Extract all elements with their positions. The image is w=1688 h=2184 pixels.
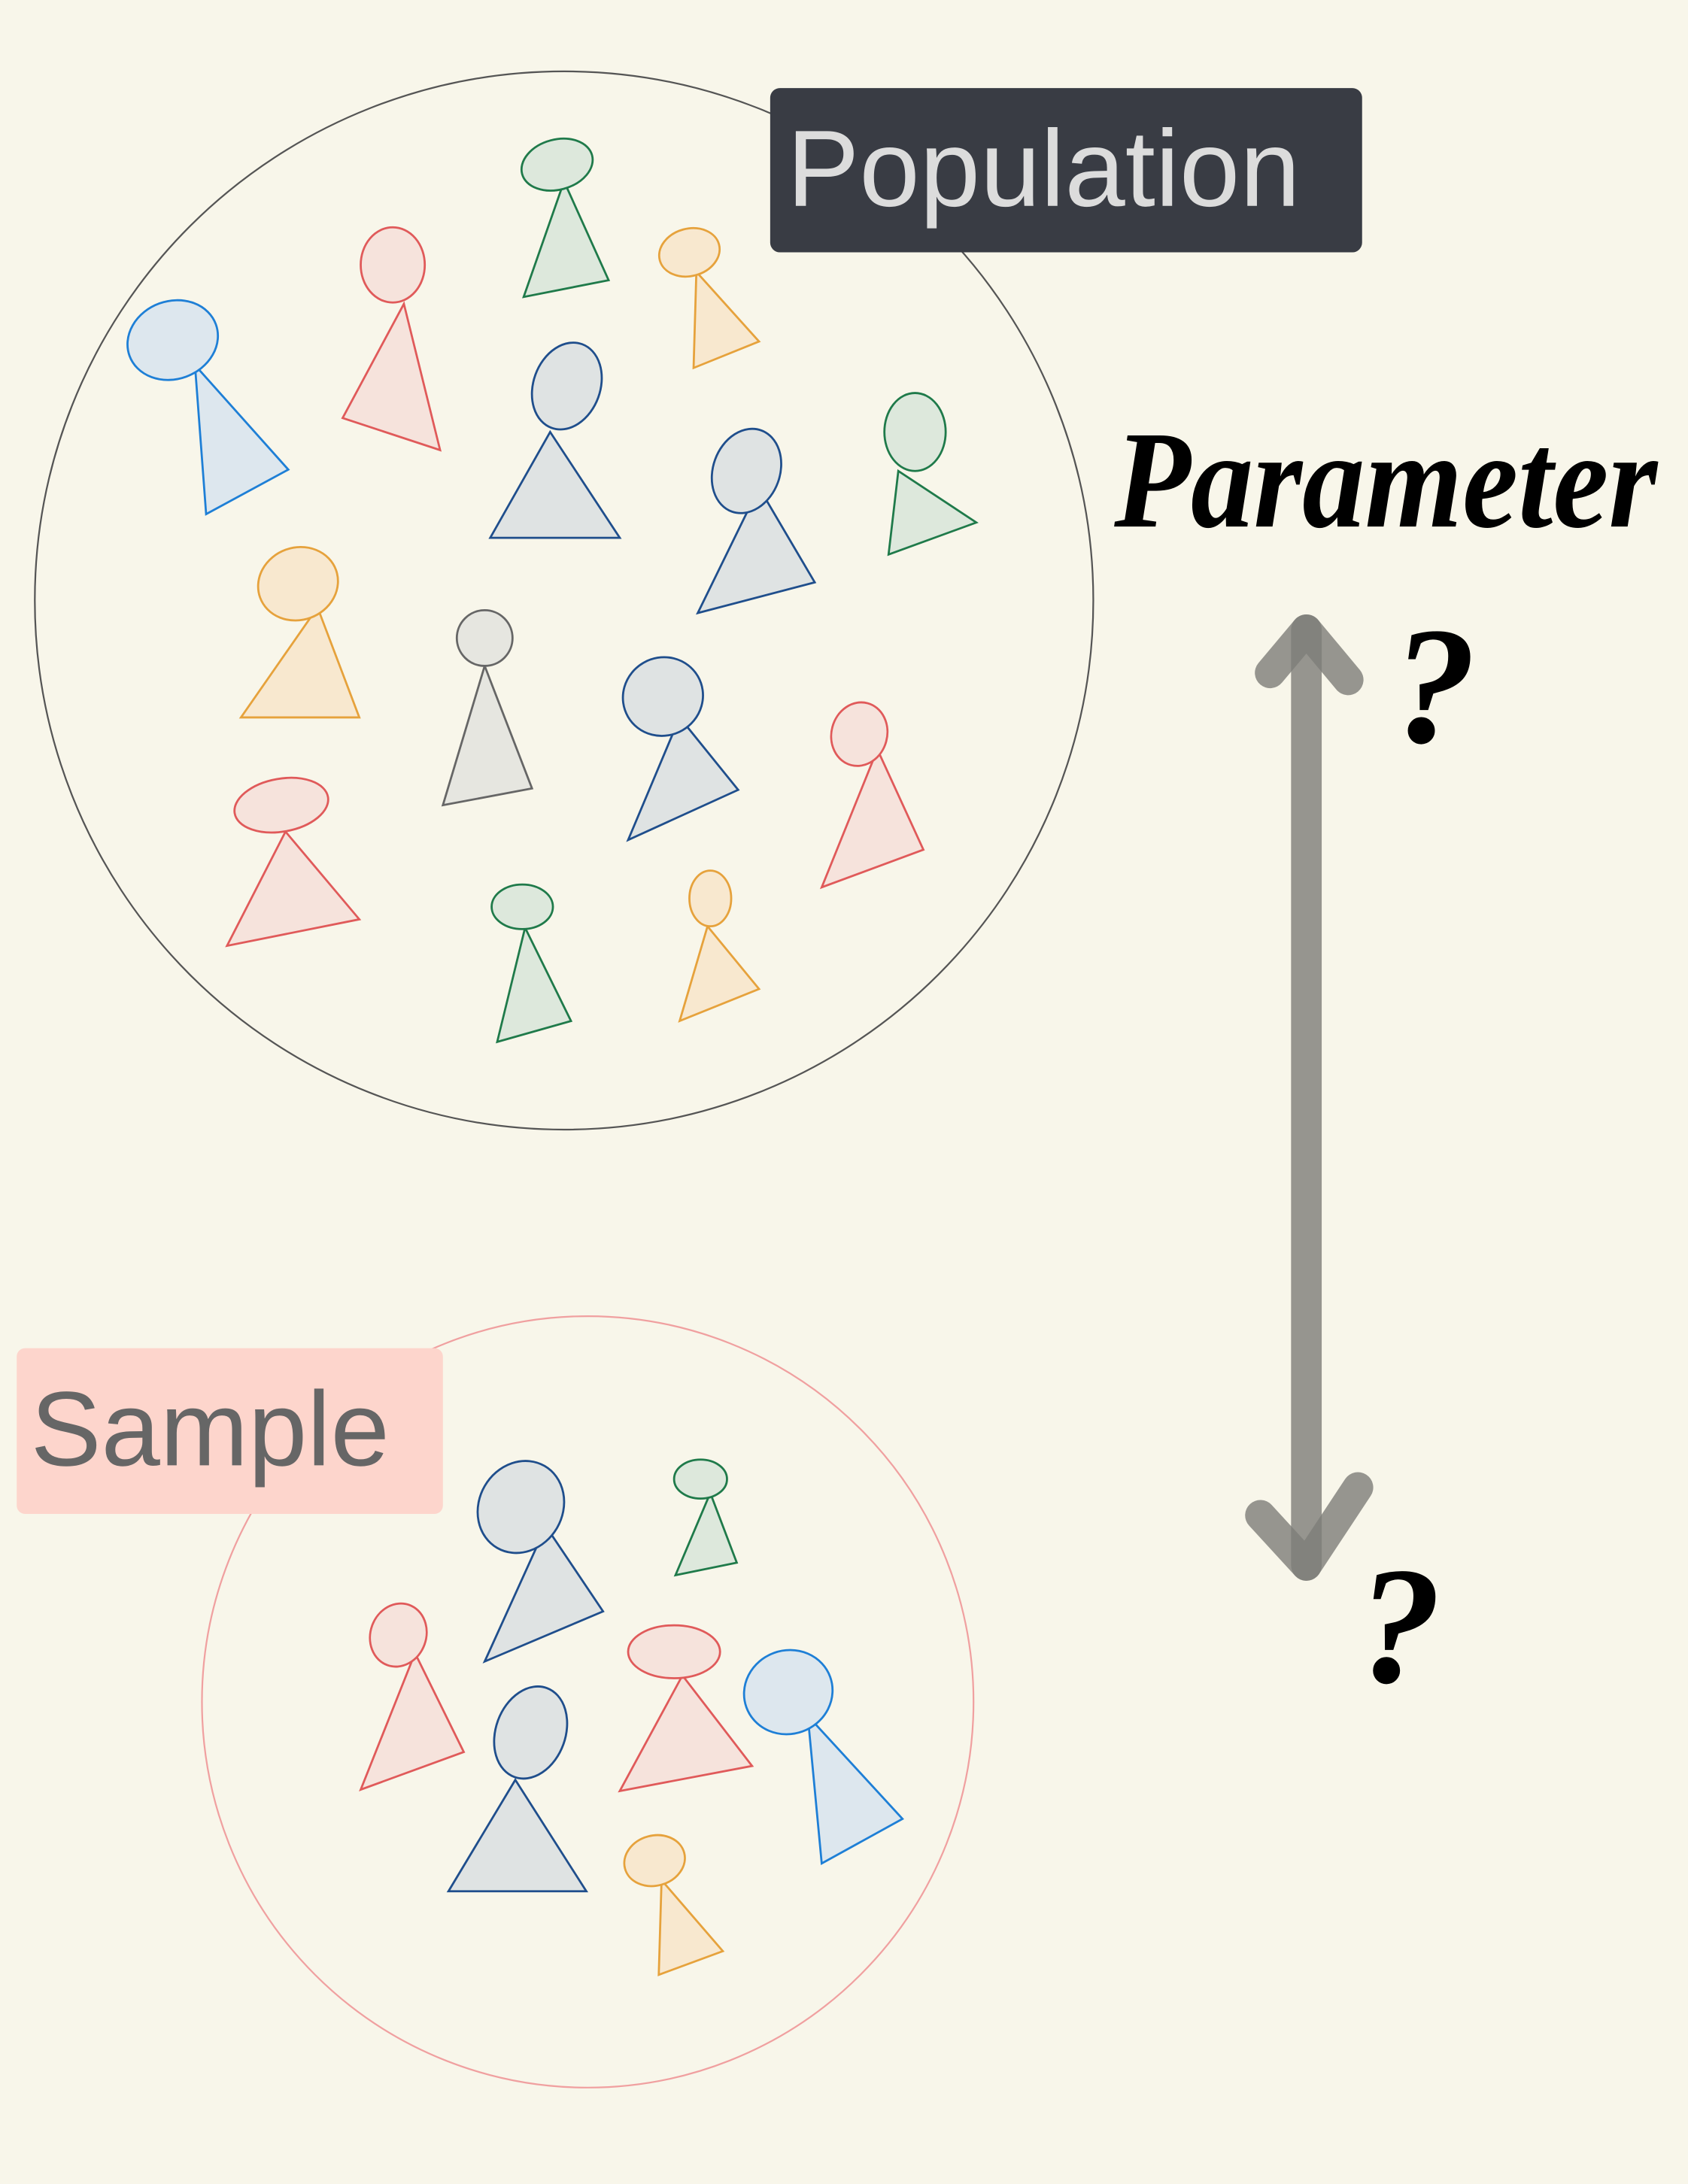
sample-circle: [201, 1315, 975, 2088]
person-body: [488, 429, 622, 539]
person-figure: [657, 226, 761, 370]
person-figure: [446, 1685, 589, 1893]
question-mark-population: ?: [1392, 593, 1476, 778]
population-circle: [34, 70, 1094, 1131]
person-body: [441, 663, 534, 807]
person-body: [341, 301, 442, 452]
person-head: [710, 427, 782, 514]
person-body: [522, 178, 611, 299]
person-head: [883, 392, 947, 472]
person-body: [887, 469, 979, 557]
sample-label-box: [17, 1348, 443, 1514]
person-head: [530, 341, 603, 431]
person-head: [623, 1834, 686, 1888]
person-body: [225, 830, 362, 948]
arrow-head-top: [1255, 614, 1364, 696]
population-label: Population: [787, 108, 1300, 229]
person-figure: [883, 392, 979, 557]
person-figure: [672, 1458, 739, 1577]
person-body: [673, 1490, 739, 1577]
person-figure: [819, 701, 925, 890]
person-body: [238, 605, 361, 719]
arrow-head-bottom: [1245, 1472, 1374, 1581]
person-body: [626, 715, 740, 842]
person-head: [672, 1458, 728, 1500]
person-figure: [490, 883, 573, 1044]
person-head: [520, 138, 594, 192]
person-figure: [621, 656, 740, 842]
person-head: [742, 1649, 834, 1736]
person-body: [657, 1877, 725, 1976]
person-figure: [488, 341, 622, 539]
sample-label: Sample: [31, 1370, 390, 1488]
parameter-label: Parameter: [1113, 403, 1659, 557]
person-head: [257, 545, 339, 622]
person-head: [476, 1460, 566, 1555]
person-figure: [618, 1624, 754, 1793]
person-body: [618, 1673, 754, 1793]
person-figure: [678, 869, 761, 1023]
person-body: [482, 1524, 605, 1664]
person-head: [627, 1624, 721, 1679]
person-head: [493, 1685, 569, 1780]
question-mark-sample: ?: [1358, 1533, 1441, 1718]
person-figure: [696, 427, 817, 615]
person-figure: [238, 545, 361, 719]
person-head: [830, 701, 889, 767]
person-head: [621, 656, 704, 737]
person-head: [455, 608, 514, 667]
person-figure: [441, 608, 534, 807]
person-head: [688, 869, 733, 928]
person-head: [126, 299, 220, 381]
person-body: [692, 268, 761, 370]
person-head: [657, 226, 721, 278]
person-body: [446, 1777, 589, 1893]
person-figure: [341, 226, 442, 452]
person-body: [696, 485, 817, 615]
double-arrow: [1245, 614, 1374, 1581]
person-body: [193, 362, 290, 516]
person-figure: [476, 1460, 605, 1664]
person-figure: [742, 1649, 904, 1865]
person-head: [233, 776, 329, 834]
population-label-box: [770, 88, 1362, 253]
person-figure: [225, 776, 362, 948]
person-body: [678, 924, 761, 1023]
person-body: [359, 1650, 466, 1791]
person-body: [819, 747, 925, 890]
person-head: [360, 226, 427, 304]
person-head: [369, 1602, 428, 1668]
person-figure: [623, 1834, 725, 1976]
person-figure: [359, 1602, 466, 1791]
people: [126, 138, 979, 1976]
person-figure: [126, 299, 290, 516]
person-body: [806, 1712, 904, 1865]
person-figure: [520, 138, 611, 299]
person-body: [496, 924, 573, 1044]
person-head: [490, 883, 554, 930]
